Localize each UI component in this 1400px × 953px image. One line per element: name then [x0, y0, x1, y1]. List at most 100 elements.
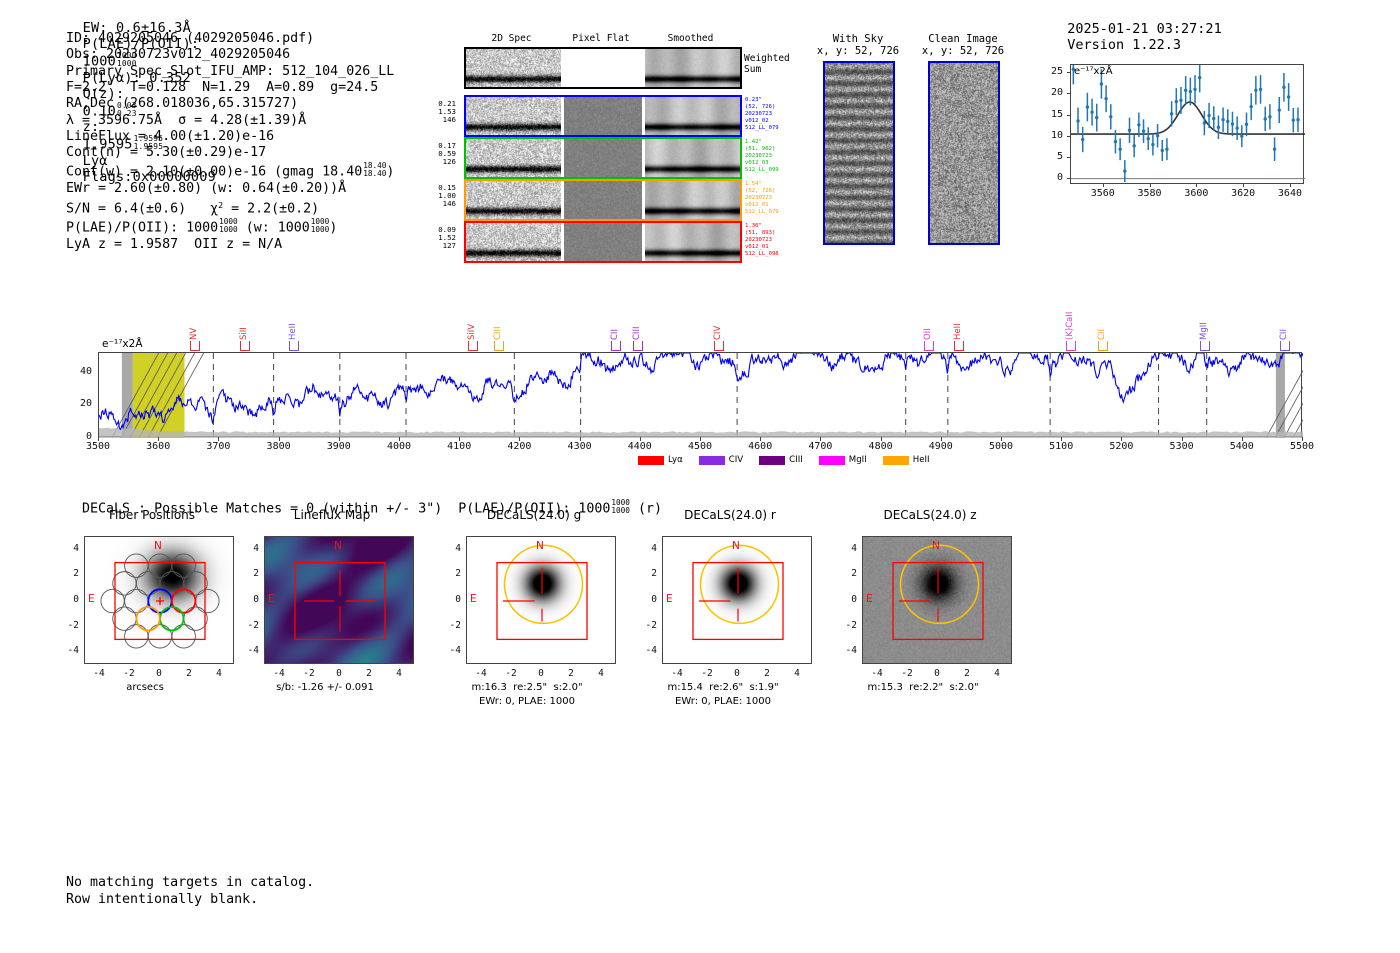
panel-3-ytick-2: 2: [651, 568, 657, 580]
fiber-row-2-meta: 1.54" (52, 726) 20230723 v012_01 512_LL_…: [745, 181, 779, 215]
panel-2-xtick-2: 2: [568, 668, 574, 679]
decals-header-suffix: (r): [629, 501, 662, 517]
panel-3-xtick--4: -4: [671, 668, 683, 679]
emission-line-bracket-5: [610, 341, 621, 351]
panel-1-xtick--2: -2: [303, 668, 315, 679]
spectrum-xtick-4400: 4400: [627, 441, 652, 452]
lineplot-ytick-0: 0: [1056, 171, 1063, 183]
panel-2-xtick--2: -2: [505, 668, 517, 679]
emission-line-bracket-11: [1098, 341, 1109, 351]
spectrum-legend-swatch-CIV: [698, 455, 725, 465]
spectrum-xtick-mark-4900: [940, 437, 942, 441]
emission-line-label-CIV-7: CIV: [713, 325, 724, 340]
panel-4-graphics: [863, 537, 1011, 663]
panel-title-2: DECaLS(24.0) g: [486, 508, 582, 522]
emission-line-bracket-2: [289, 341, 300, 351]
fiber-row-2-pane-0: [466, 181, 561, 219]
panel-4-xtick--2: -2: [901, 668, 913, 679]
footer-line-2: Row intentionally blank.: [66, 892, 259, 907]
spectrum-xtick-mark-3900: [338, 437, 340, 441]
decals-plae-value: 1000: [578, 501, 611, 517]
fiber-row-0: [464, 95, 742, 137]
lineplot-ytick-25: 25: [1050, 66, 1063, 78]
fiber-row-3-stats: 0.09 1.52 127: [438, 225, 456, 251]
spectrum-legend-label-CIV: CIV: [728, 455, 744, 465]
info-radec: RA,Dec (268.018036,65.315727): [66, 96, 299, 112]
panel-title-0: Fiber Positions: [108, 508, 196, 522]
spectrum-ytick-40: 40: [79, 365, 92, 377]
panel-2-ytick--2: -2: [449, 619, 461, 631]
panel-2-caption2: EWr: 0, PLAE: 1000: [479, 696, 575, 707]
emission-line-label-CIII-4: CIII: [493, 326, 504, 340]
emission-line-label-MgII-12: MgII: [1199, 322, 1210, 340]
fiber-row-1-pane-0: [466, 139, 561, 177]
emission-line-label-CII-5: CII: [609, 329, 620, 340]
spectrum-legend-item-CIII: CIII: [759, 455, 803, 465]
spectrum-legend-label-MgII: MgII: [848, 455, 867, 465]
panel-0-ytick-0: 0: [73, 594, 79, 605]
fiber-row-3-pane-0: [466, 223, 561, 261]
spectrum-xtick-4100: 4100: [447, 441, 472, 452]
spectrum-legend-label-CIII: CIII: [789, 455, 803, 465]
ew-value: EW: 0.6±16.3Å: [82, 20, 191, 36]
panel-3-compass-east: E: [666, 593, 673, 605]
panel-0-compass-north: N: [154, 540, 162, 552]
fiber-row-0-meta: 0.23" (52, 726) 20230723 v012_02 512_LL_…: [745, 97, 779, 131]
cutout-image-0: [823, 61, 895, 245]
panel-4-compass-north: N: [932, 540, 940, 552]
emission-line-label-HeII-9: HeII: [952, 323, 963, 340]
panel-0-graphics: [85, 537, 233, 663]
spectrum-xtick-3800: 3800: [266, 441, 291, 452]
panel-0-xlabel: arcsecs: [126, 682, 164, 693]
spectrum-xtick-mark-4000: [399, 437, 400, 441]
panel-1-xtick-4: 4: [396, 668, 402, 679]
spectrum-ytick-0: 0: [85, 431, 92, 442]
panel-1-xtick--4: -4: [273, 668, 285, 679]
fiber-row-0-pane-2: [645, 97, 740, 135]
emission-line-bracket-12: [1200, 341, 1211, 351]
spec2d-column-title-1: Pixel Flat: [572, 33, 630, 44]
decals-header: DECaLS : Possible Matches = 0 (within +/…: [66, 484, 662, 517]
spectrum-xtick-mark-5200: [1121, 437, 1123, 441]
z-label: z:: [82, 119, 100, 136]
emission-line-label-CIII-6: CIII: [631, 326, 642, 340]
emission-line-bracket-6: [632, 341, 643, 351]
spectrum-xtick-mark-5400: [1241, 437, 1243, 441]
panel-0-xtick--2: -2: [123, 668, 135, 679]
panel-2-caption: m:16.3 re:2.5" s:2.0": [471, 682, 583, 693]
fiber-row-3-meta: 1.30" (51, 893) 20230723 v012_01 512_LL_…: [745, 223, 779, 257]
spectrum-xtick-mark-4300: [579, 437, 581, 441]
info-primary-spec: Primary Spec_Slot_IFU_AMP: 512_104_026_L…: [66, 63, 395, 79]
z-bounds: 1.9595 1.9595: [133, 134, 164, 152]
panel-1-compass-east: E: [268, 593, 275, 605]
panel-0-ytick-4: 4: [73, 542, 79, 554]
timestamp: 2025-01-21 03:27:21: [1067, 21, 1222, 37]
panel-3-graphics: [663, 537, 811, 663]
panel-1-xtick-2: 2: [366, 668, 372, 679]
info-lineflux: LineFlux = 4.00(±1.20)e-16: [66, 129, 275, 145]
panel-2-graphics: [467, 537, 615, 663]
panel-2-compass-east: E: [470, 593, 477, 605]
panel-0-ytick--4: -4: [67, 645, 79, 657]
panel-0-ytick-2: 2: [73, 568, 79, 580]
build-stamp: 2025-01-21 03:27:21 Version 1.22.3: [1051, 5, 1238, 53]
z-value: 1.9595: [82, 136, 133, 153]
emission-line-bracket-0: [190, 341, 201, 351]
lineplot-xtick-3580: 3580: [1137, 188, 1162, 199]
spectrum-legend-label-Lyα: Lyα: [668, 455, 683, 465]
panel-plot-1: [264, 536, 414, 664]
panel-1-ytick-4: 4: [253, 542, 259, 554]
panel-4-xtick-2: 2: [964, 668, 970, 679]
spec2d-column-title-0: 2D Spec: [491, 33, 532, 44]
emission-line-label-OII-8: OII: [922, 328, 933, 340]
panel-3-xtick-4: 4: [794, 668, 800, 679]
fiber-row-3-pane-1: [564, 223, 642, 261]
lineplot-ytick-mark-25: [1067, 72, 1070, 74]
panel-4-ytick-0: 0: [851, 594, 857, 605]
emission-line-label-NV-0: NV: [189, 327, 200, 340]
cutout-title-0: With Sky x, y: 52, 726: [816, 33, 900, 57]
panel-3-ytick-0: 0: [651, 594, 657, 605]
spectrum-xtick-mark-5500: [1302, 437, 1303, 441]
spectrum-xtick-mark-4500: [700, 437, 701, 441]
spectrum-xtick-mark-4200: [519, 437, 521, 441]
